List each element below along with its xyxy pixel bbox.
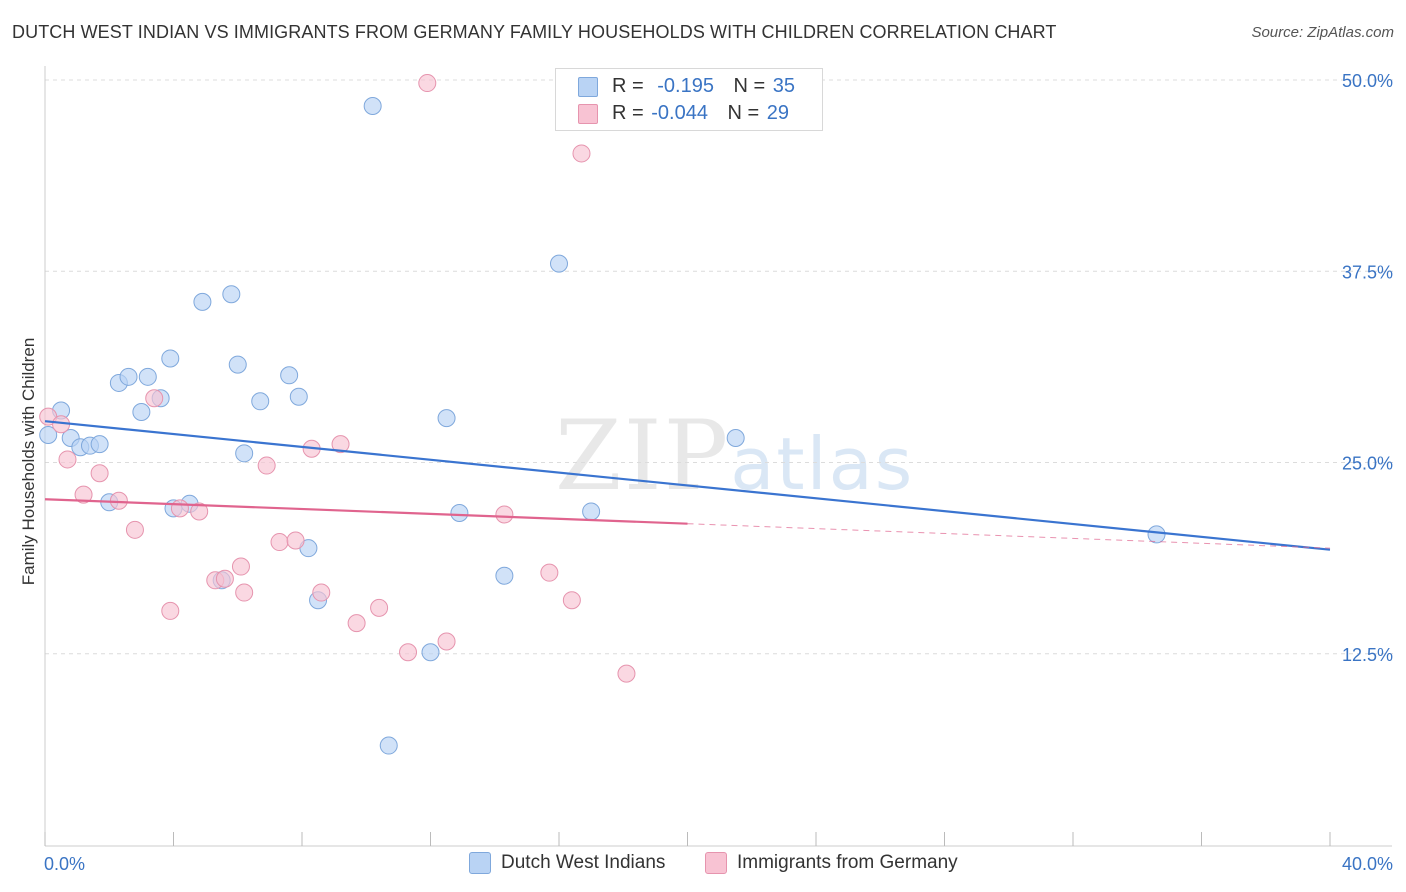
data-point-immigrants-from-germany: [370, 598, 389, 617]
data-point-dutch-west-indians: [119, 367, 138, 386]
correlation-legend: R = -0.195 N = 35 R = -0.044 N = 29: [555, 68, 823, 131]
y-tick-label: 50.0%: [1342, 71, 1393, 91]
data-point-dutch-west-indians: [495, 566, 514, 585]
data-point-immigrants-from-germany: [58, 450, 77, 469]
source-credit: Source: ZipAtlas.com: [1251, 24, 1394, 41]
data-point-immigrants-from-germany: [347, 614, 366, 633]
y-tick-label: 37.5%: [1342, 262, 1393, 282]
trendline-dutch-west-indians: [44, 420, 1331, 551]
data-point-immigrants-from-germany: [540, 563, 559, 582]
data-point-dutch-west-indians: [132, 403, 151, 422]
bottom-legend-swatch-blue: [469, 852, 491, 874]
data-point-dutch-west-indians: [193, 292, 212, 311]
data-point-immigrants-from-germany: [331, 435, 350, 454]
data-point-immigrants-from-germany: [312, 583, 331, 602]
legend-swatch-blue: [578, 77, 598, 97]
data-point-immigrants-from-germany: [145, 389, 164, 408]
data-point-immigrants-from-germany: [74, 485, 93, 504]
data-point-dutch-west-indians: [39, 425, 58, 444]
bottom-legend-label: Dutch West Indians: [501, 852, 666, 873]
data-point-dutch-west-indians: [90, 435, 109, 454]
data-point-immigrants-from-germany: [418, 74, 437, 93]
data-point-dutch-west-indians: [726, 429, 745, 448]
legend-n-value: 35: [772, 75, 796, 97]
data-point-immigrants-from-germany: [437, 632, 456, 651]
legend-r-value: -0.195: [657, 75, 714, 97]
x-tick-label-min: 0.0%: [44, 854, 85, 874]
data-point-immigrants-from-germany: [562, 591, 581, 610]
data-point-dutch-west-indians: [421, 643, 440, 662]
data-point-dutch-west-indians: [235, 444, 254, 463]
data-point-dutch-west-indians: [280, 366, 299, 385]
data-point-dutch-west-indians: [222, 285, 241, 304]
y-tick-label: 25.0%: [1342, 454, 1393, 474]
data-point-dutch-west-indians: [138, 367, 157, 386]
data-point-immigrants-from-germany: [495, 505, 514, 524]
data-point-dutch-west-indians: [550, 254, 568, 273]
data-point-dutch-west-indians: [228, 355, 247, 374]
data-point-immigrants-from-germany: [231, 557, 250, 576]
legend-r-value: -0.044: [651, 102, 708, 124]
data-point-dutch-west-indians: [437, 409, 456, 428]
legend-n-label: N =: [727, 102, 760, 124]
data-point-immigrants-from-germany: [170, 499, 189, 518]
data-point-immigrants-from-germany: [190, 502, 209, 521]
data-point-dutch-west-indians: [379, 736, 398, 755]
watermark-zip: ZIP: [555, 400, 731, 512]
data-point-immigrants-from-germany: [399, 643, 418, 662]
data-point-immigrants-from-germany: [235, 583, 254, 602]
data-point-dutch-west-indians: [450, 503, 469, 522]
y-tick-label: 12.5%: [1342, 645, 1393, 665]
data-point-immigrants-from-germany: [161, 601, 180, 620]
watermark: ZIPatlas: [555, 400, 914, 512]
chart-title: DUTCH WEST INDIAN VS IMMIGRANTS FROM GER…: [12, 22, 1057, 42]
bottom-legend-label: Immigrants from Germany: [737, 852, 958, 873]
data-point-immigrants-from-germany: [215, 569, 234, 588]
legend-n-label: N =: [733, 75, 766, 97]
data-point-immigrants-from-germany: [90, 464, 109, 483]
data-point-immigrants-from-germany: [270, 533, 289, 552]
legend-swatch-pink: [578, 104, 598, 124]
legend-r-label: R =: [612, 102, 644, 124]
data-point-dutch-west-indians: [363, 97, 382, 116]
data-point-dutch-west-indians: [161, 349, 180, 368]
data-point-dutch-west-indians: [1147, 525, 1166, 544]
legend-n-value: 29: [766, 102, 790, 124]
trendline-immigrants-from-germany: [44, 498, 688, 525]
data-point-immigrants-from-germany: [286, 531, 305, 550]
data-point-dutch-west-indians: [251, 392, 270, 411]
data-point-dutch-west-indians: [582, 502, 601, 521]
y-axis-label: Family Households with Children: [19, 338, 38, 586]
trendline-immigrants-from-germany-extension: [687, 523, 1331, 549]
data-point-dutch-west-indians: [289, 387, 308, 406]
legend-r-label: R =: [612, 75, 644, 97]
data-point-immigrants-from-germany: [257, 456, 276, 475]
data-point-immigrants-from-germany: [125, 520, 144, 539]
data-point-immigrants-from-germany: [572, 144, 591, 163]
bottom-legend-swatch-pink: [705, 852, 727, 874]
x-tick-label-max: 40.0%: [1342, 854, 1393, 874]
data-point-immigrants-from-germany: [617, 664, 636, 683]
